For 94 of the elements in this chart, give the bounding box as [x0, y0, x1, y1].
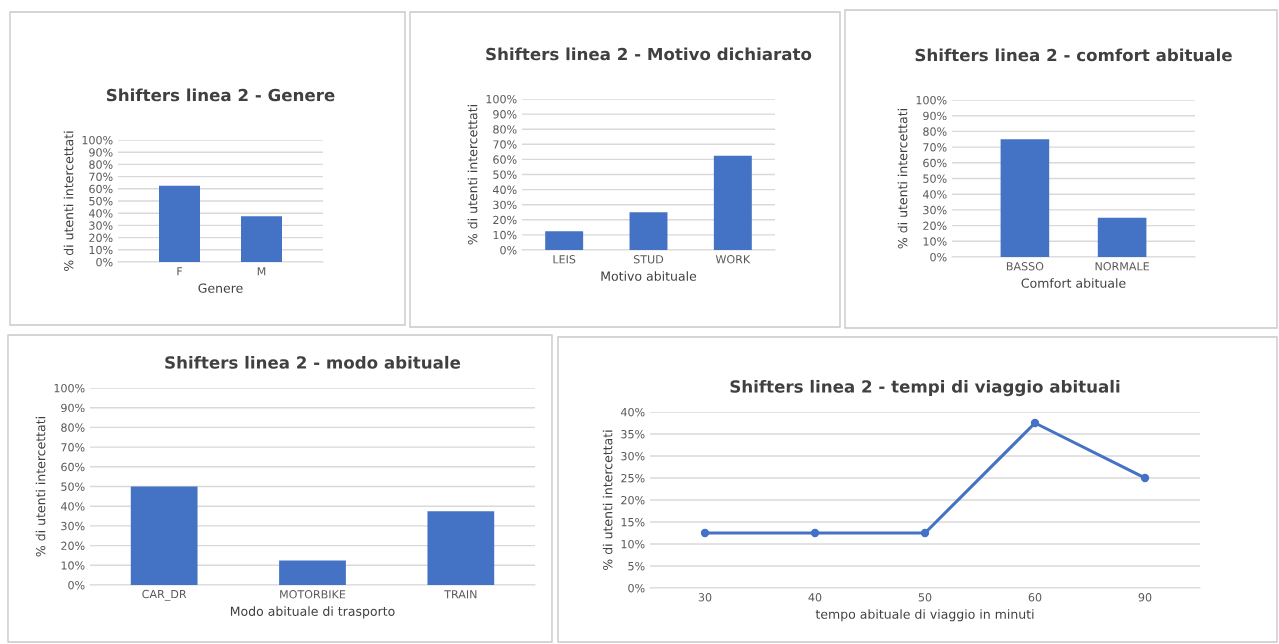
y-tick-label: 90% — [89, 148, 113, 157]
y-tick-label: 70% — [493, 140, 517, 149]
y-tick-label: 100% — [54, 383, 85, 393]
bar — [545, 231, 584, 250]
y-tick-label: 70% — [89, 172, 113, 181]
x-tick-label: LEIS — [553, 255, 576, 264]
chart-title: Shifters linea 2 - Genere — [106, 88, 335, 102]
bar — [629, 212, 668, 250]
y-tick-label: 100% — [916, 95, 947, 105]
y-axis-title: % di utenti intercettati — [35, 417, 46, 557]
y-tick-label: 10% — [61, 561, 85, 570]
y-tick-label: 30% — [61, 521, 85, 531]
y-tick-label: 15% — [621, 517, 645, 527]
y-tick-label: 90% — [923, 111, 947, 121]
y-axis-title: % di utenti intercettati — [63, 131, 74, 271]
y-tick-label: 10% — [493, 230, 517, 240]
y-tick-label: 50% — [923, 174, 947, 183]
bar — [427, 511, 495, 585]
y-tick-label: 50% — [89, 196, 113, 206]
point — [1140, 473, 1150, 483]
x-axis-title: Genere — [198, 283, 243, 293]
y-tick-label: 40% — [492, 185, 517, 194]
y-tick-label: 50% — [61, 482, 85, 491]
y-tick-label: 20% — [493, 215, 517, 225]
y-tick-label: 80% — [61, 423, 85, 432]
x-axis-title: Motivo abituale — [601, 271, 697, 281]
y-tick-label: 80% — [493, 125, 517, 134]
x-tick-label: MOTORBIKE — [280, 590, 346, 599]
x-tick-label: 30 — [698, 593, 712, 602]
x-tick-label: F — [177, 267, 183, 276]
y-tick-label: 20% — [89, 233, 113, 242]
x-tick-label: TRAIN — [444, 590, 477, 599]
y-axis-title: % di utenti intercettati — [897, 109, 908, 249]
x-axis-title: Modo abituale di trasporto — [230, 606, 395, 619]
y-tick-label: 30% — [621, 451, 645, 461]
y-tick-label: 60% — [89, 184, 113, 194]
y-tick-label: 0% — [500, 245, 517, 255]
y-tick-label: 10% — [89, 245, 113, 255]
y-tick-label: 100% — [82, 135, 113, 145]
bar — [130, 486, 198, 585]
y-tick-label: 60% — [923, 158, 947, 168]
y-tick-label: 60% — [61, 462, 85, 472]
point — [920, 528, 930, 538]
y-tick-label: 20% — [61, 541, 85, 550]
x-tick-label: CAR_DR — [142, 589, 187, 601]
x-axis-title: tempo abituale di viaggio in minuti — [815, 609, 1034, 622]
y-tick-label: 90% — [61, 403, 85, 413]
y-tick-label: 30% — [89, 221, 113, 230]
chart-title: Shifters linea 2 - tempi di viaggio abituali — [730, 379, 1120, 397]
point — [1030, 418, 1040, 428]
y-axis-title: % di utenti intercettati — [602, 430, 613, 570]
chart-title: Shifters linea 2 - modo abituale — [165, 355, 461, 369]
bar — [279, 560, 346, 585]
y-axis-title: % di utenti intercettati — [467, 105, 478, 245]
y-tick-label: 0% — [628, 583, 645, 593]
y-tick-label: 0% — [68, 580, 85, 590]
y-tick-label: 60% — [493, 155, 517, 164]
y-tick-label: 40% — [60, 502, 85, 511]
y-tick-label: 80% — [923, 127, 947, 136]
x-tick-label: BASSO — [1006, 262, 1044, 271]
chart-title: Shifters linea 2 - Motivo dichiarato — [486, 47, 812, 61]
y-tick-label: 100% — [486, 94, 517, 104]
x-tick-label: 40 — [808, 593, 822, 602]
x-tick-label: 90 — [1138, 593, 1152, 602]
y-tick-label: 10% — [923, 237, 947, 246]
y-tick-label: 70% — [61, 443, 85, 452]
y-tick-label: 20% — [923, 221, 947, 230]
x-tick-label: WORK — [715, 255, 751, 264]
y-tick-label: 40% — [922, 190, 947, 199]
x-axis-title: Comfort abituale — [1021, 278, 1126, 288]
y-tick-label: 70% — [923, 143, 947, 152]
y-tick-label: 5% — [628, 561, 645, 571]
y-tick-label: 25% — [621, 473, 645, 483]
y-tick-label: 10% — [621, 539, 645, 549]
x-tick-label: NORMALE — [1095, 262, 1149, 271]
bar — [713, 155, 752, 250]
y-tick-label: 0% — [930, 252, 947, 262]
y-tick-label: 90% — [493, 110, 517, 119]
y-tick-label: 80% — [89, 160, 113, 169]
point — [700, 528, 710, 538]
point — [810, 528, 820, 538]
chart-title: Shifters linea 2 - comfort abituale — [915, 48, 1232, 62]
y-tick-label: 40% — [88, 209, 113, 218]
y-tick-label: 0% — [96, 257, 113, 267]
x-tick-label: STUD — [633, 255, 664, 264]
y-tick-label: 35% — [621, 429, 645, 439]
y-tick-label: 20% — [621, 495, 645, 505]
y-tick-label: 30% — [923, 205, 947, 215]
x-tick-label: M — [257, 267, 266, 276]
y-tick-label: 50% — [493, 170, 517, 179]
x-tick-label: 60 — [1028, 593, 1042, 602]
x-tick-label: 50 — [918, 593, 932, 602]
y-tick-label: 40% — [620, 407, 645, 417]
y-tick-label: 30% — [493, 200, 517, 210]
